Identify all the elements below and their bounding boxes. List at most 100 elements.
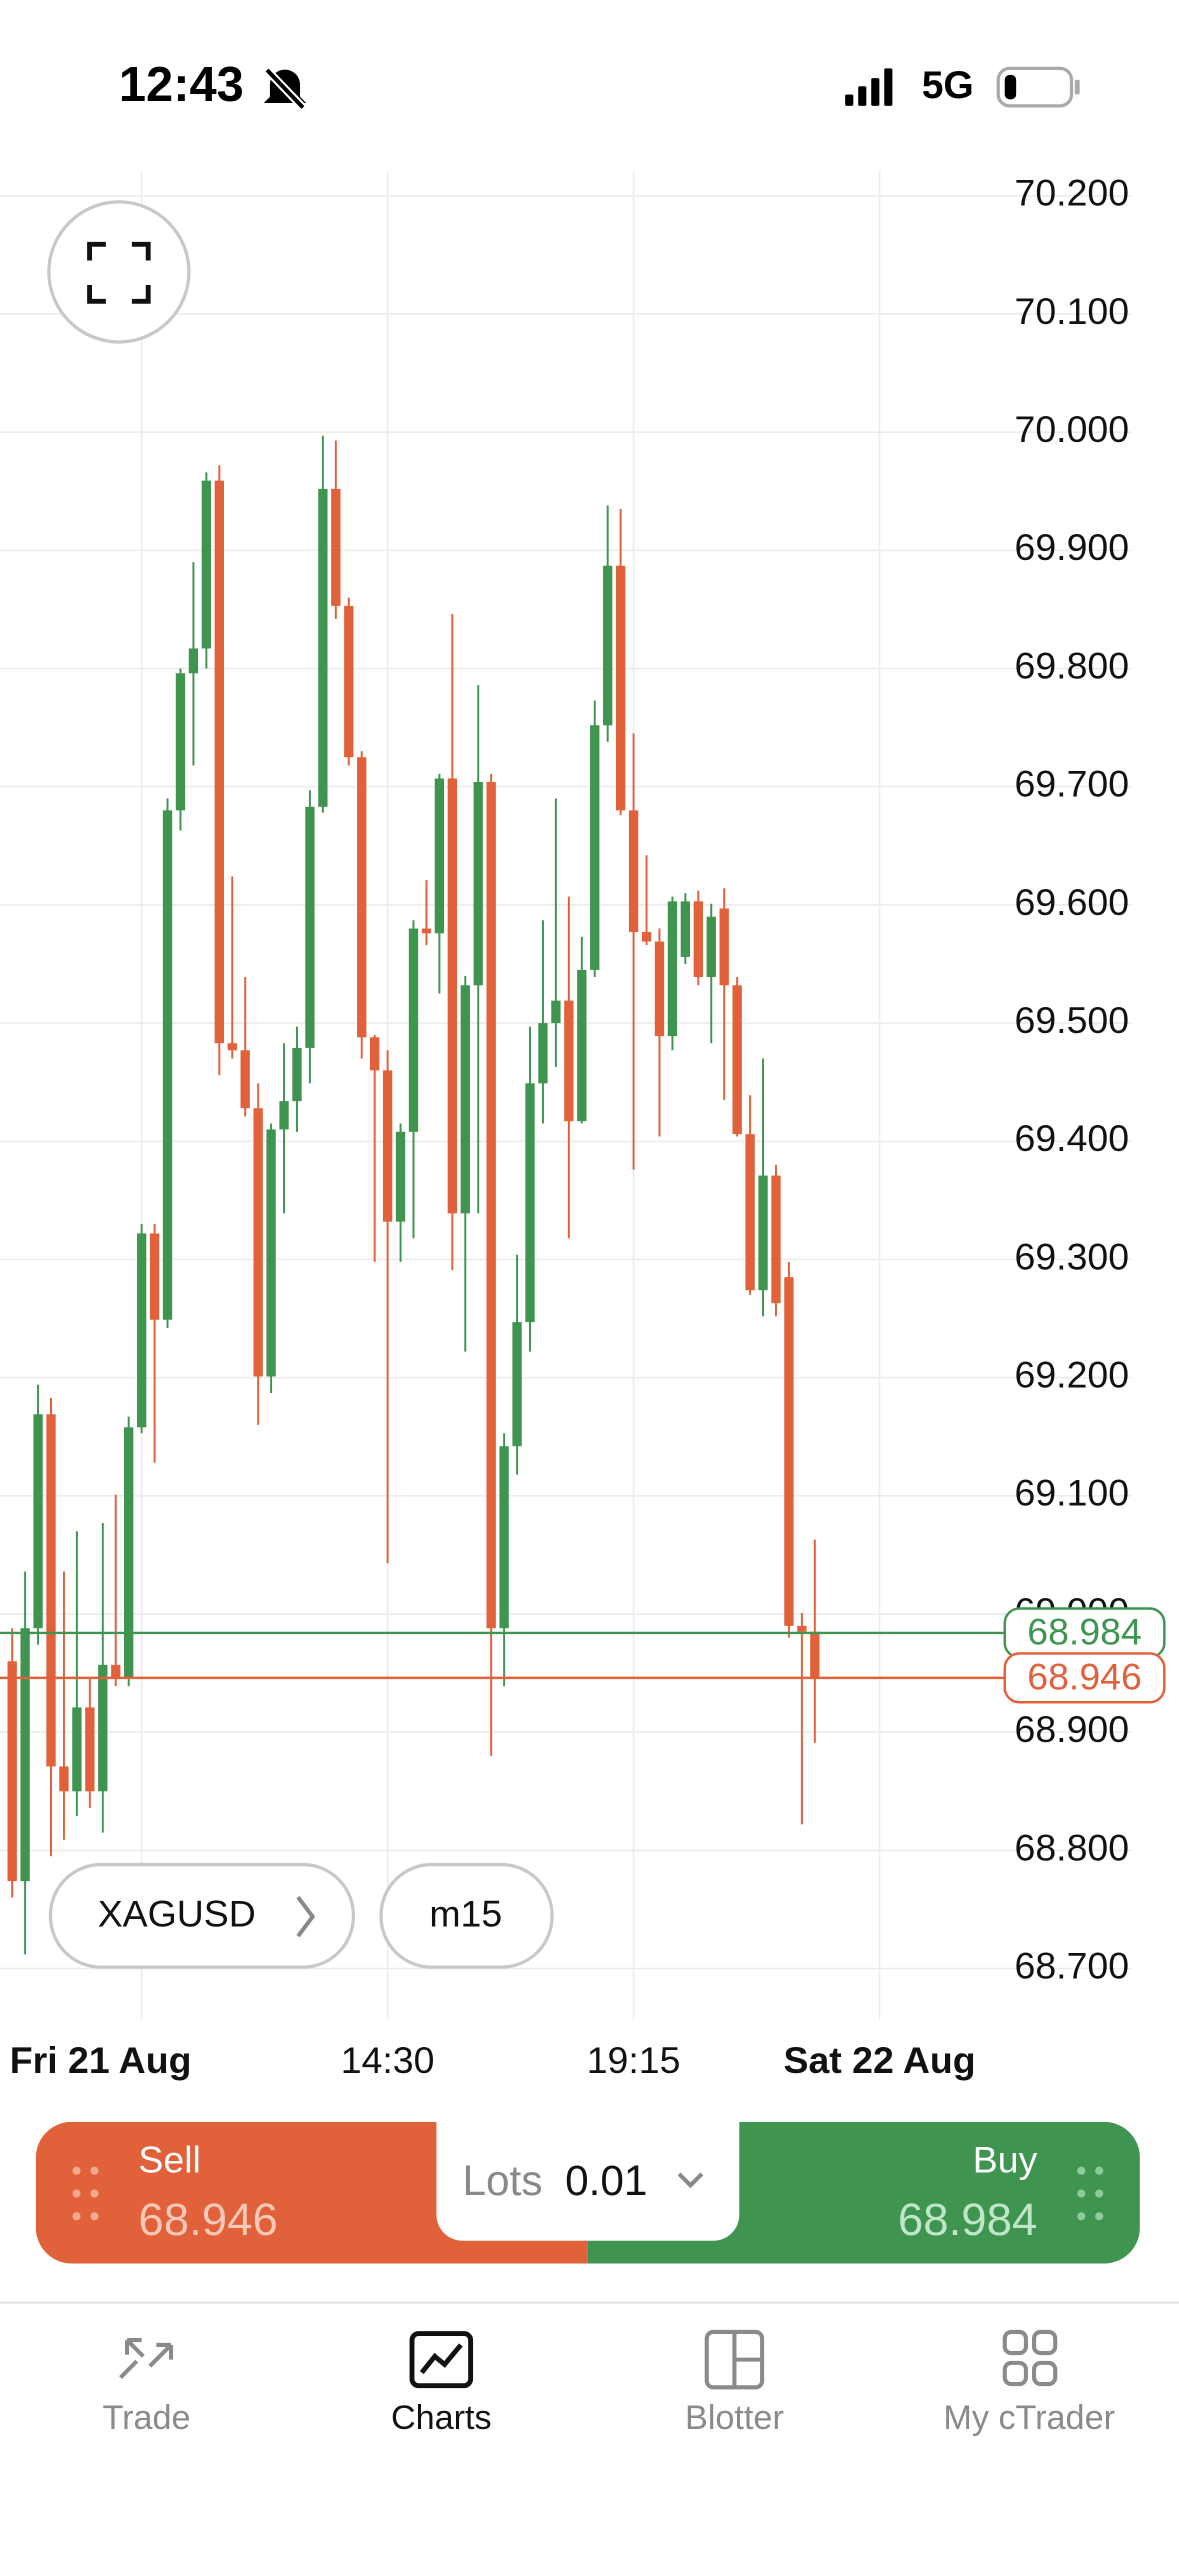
sell-label: Sell bbox=[138, 2138, 200, 2180]
candle-body bbox=[175, 673, 186, 811]
candle-body bbox=[188, 648, 199, 674]
candle-body bbox=[615, 565, 626, 811]
candle-body bbox=[149, 1233, 160, 1320]
x-tick-label: 19:15 bbox=[587, 2039, 681, 2081]
price-tag-label: 68.946 bbox=[1027, 1655, 1142, 1697]
y-tick-label: 69.600 bbox=[1015, 881, 1130, 923]
candle-body bbox=[59, 1766, 69, 1792]
candle-body bbox=[680, 901, 691, 957]
candle-body bbox=[654, 941, 665, 1037]
candle-body bbox=[745, 1134, 755, 1291]
candle-body bbox=[72, 1707, 82, 1792]
candle-body bbox=[641, 932, 652, 942]
timeframe-pill[interactable]: m15 bbox=[379, 1862, 554, 1969]
candle-body bbox=[758, 1175, 768, 1291]
candle-body bbox=[771, 1175, 781, 1304]
candle-body bbox=[227, 1043, 237, 1051]
nav-label[interactable]: Blotter bbox=[685, 2399, 784, 2437]
candle-body bbox=[240, 1050, 250, 1109]
candle-body bbox=[305, 806, 315, 1048]
candle-body bbox=[590, 725, 600, 970]
candle-body bbox=[85, 1707, 95, 1792]
candle-body bbox=[331, 488, 341, 606]
candle-body bbox=[201, 480, 212, 649]
candle-body bbox=[628, 810, 639, 933]
candle-body bbox=[486, 782, 496, 1629]
candle-body bbox=[214, 480, 224, 1044]
symbol-pill[interactable]: XAGUSD bbox=[48, 1862, 356, 1969]
timeframe-label: m15 bbox=[429, 1893, 502, 1935]
candle-body bbox=[382, 1070, 393, 1222]
y-tick-label: 70.000 bbox=[1015, 408, 1130, 450]
price-tag-label: 68.984 bbox=[1027, 1610, 1142, 1652]
nav-icon-mycTrader bbox=[1002, 2329, 1058, 2387]
candle-body bbox=[551, 1000, 561, 1024]
buy-label: Buy bbox=[973, 2138, 1038, 2180]
y-tick-label: 69.300 bbox=[1015, 1235, 1130, 1277]
candle-body bbox=[564, 1000, 574, 1122]
candle-body bbox=[318, 488, 328, 807]
candle-body bbox=[344, 605, 354, 758]
candle-body bbox=[512, 1322, 522, 1447]
signal-icon bbox=[845, 68, 893, 106]
candle-body bbox=[434, 778, 445, 934]
y-tick-label: 69.100 bbox=[1015, 1472, 1130, 1514]
candle-body bbox=[538, 1023, 548, 1084]
candle-body bbox=[784, 1277, 794, 1626]
buy-handle bbox=[1077, 2166, 1104, 2221]
symbol-label: XAGUSD bbox=[98, 1893, 256, 1935]
nav-icon-trade bbox=[119, 2338, 174, 2379]
candle-body bbox=[279, 1101, 289, 1130]
candle-body bbox=[98, 1664, 108, 1792]
candle-body bbox=[525, 1083, 535, 1323]
mute-icon bbox=[263, 67, 307, 111]
y-tick-label: 69.900 bbox=[1015, 526, 1130, 568]
y-tick-label: 69.200 bbox=[1015, 1354, 1130, 1396]
candle-body bbox=[732, 985, 742, 1135]
candle-body bbox=[719, 908, 729, 986]
battery-icon bbox=[996, 66, 1080, 108]
status-time: 12:43 bbox=[119, 58, 244, 112]
candle-body bbox=[7, 1661, 17, 1882]
price-tag bbox=[1003, 1652, 1166, 1704]
y-tick-label: 70.200 bbox=[1015, 172, 1130, 214]
sell-price: 68.946 bbox=[138, 2194, 277, 2245]
lots-value: 0.01 bbox=[565, 2157, 647, 2204]
candle-body bbox=[447, 778, 457, 1214]
candle-body bbox=[33, 1414, 43, 1629]
y-tick-label: 69.700 bbox=[1015, 763, 1130, 805]
y-tick-label: 69.800 bbox=[1015, 644, 1130, 686]
x-tick-label: Fri 21 Aug bbox=[10, 2039, 192, 2081]
candle-body bbox=[810, 1631, 820, 1678]
y-tick-label: 68.800 bbox=[1015, 1826, 1130, 1868]
candle-body bbox=[253, 1108, 263, 1377]
x-tick-label: Sat 22 Aug bbox=[784, 2039, 976, 2081]
nav-icon-blotter bbox=[704, 2329, 765, 2390]
candle-body bbox=[603, 565, 613, 726]
candle-body bbox=[370, 1037, 380, 1071]
x-tick-label: 14:30 bbox=[341, 2039, 435, 2081]
sell-handle bbox=[72, 2166, 99, 2221]
candle-body bbox=[20, 1628, 30, 1882]
candle-body bbox=[292, 1047, 302, 1102]
nav-label[interactable]: Charts bbox=[391, 2399, 492, 2437]
nav-label[interactable]: Trade bbox=[103, 2399, 191, 2437]
y-tick-label: 70.100 bbox=[1015, 290, 1130, 332]
lots-label: Lots bbox=[462, 2157, 542, 2204]
candle-body bbox=[667, 901, 678, 1037]
candle-body bbox=[460, 985, 470, 1214]
bottom-nav: Trade Charts Blotter My cTrader bbox=[103, 2399, 1115, 2437]
candle-body bbox=[395, 1131, 406, 1222]
candle-body bbox=[408, 928, 419, 1132]
lots-selector[interactable] bbox=[436, 2121, 740, 2241]
candle-body bbox=[706, 916, 716, 978]
network-label: 5G bbox=[922, 64, 974, 107]
candle-body bbox=[499, 1446, 509, 1629]
fullscreen-button[interactable] bbox=[47, 200, 191, 344]
candle-body bbox=[473, 782, 483, 986]
y-tick-label: 69.500 bbox=[1015, 999, 1130, 1041]
candle-body bbox=[46, 1414, 56, 1767]
y-tick-label: 68.900 bbox=[1015, 1708, 1130, 1750]
nav-label[interactable]: My cTrader bbox=[943, 2399, 1115, 2437]
